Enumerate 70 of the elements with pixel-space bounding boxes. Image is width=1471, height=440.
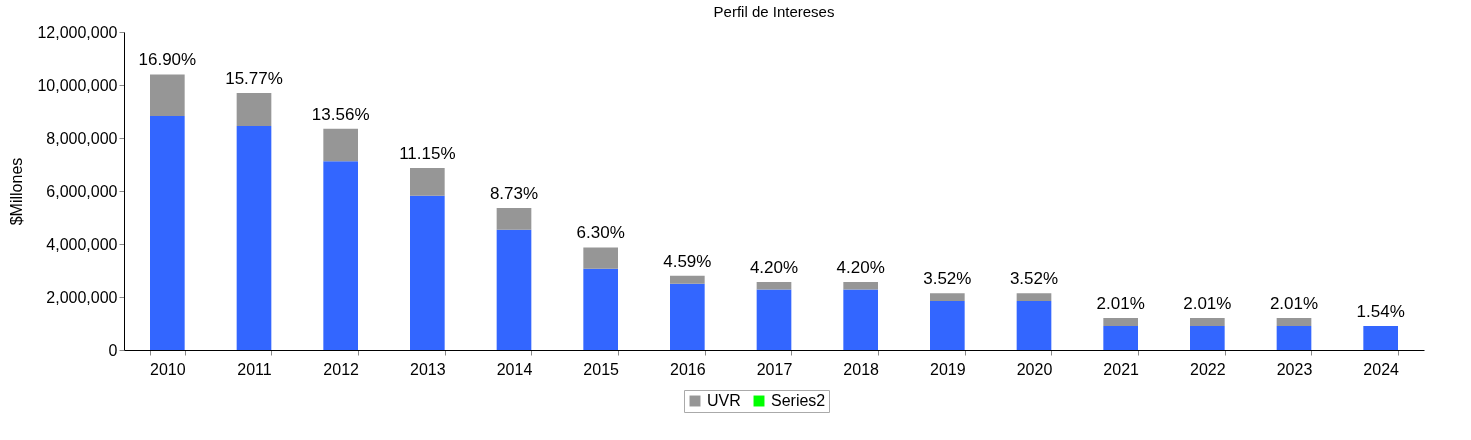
annotation: 4.20%	[836, 257, 885, 277]
bar	[930, 293, 965, 301]
annotation: 13.56%	[311, 104, 370, 124]
annotation: 2.01%	[1096, 293, 1145, 313]
bar	[1276, 317, 1312, 326]
bar	[583, 247, 618, 269]
bar	[323, 161, 358, 350]
annotation: 3.52%	[923, 269, 972, 289]
bar	[1276, 325, 1312, 350]
y-tick-label: 2,000,000	[46, 288, 118, 306]
bar	[670, 283, 705, 350]
bar	[1190, 325, 1225, 350]
annotation: 15.77%	[225, 68, 283, 88]
y-tick-label: 8,000,000	[46, 129, 118, 147]
bar	[930, 300, 965, 350]
x-tick-label: 2016	[670, 360, 706, 378]
annotation: 4.20%	[749, 257, 799, 277]
x-tick-label: 2014	[496, 360, 533, 378]
bar	[323, 128, 358, 162]
bar	[236, 126, 272, 350]
bar	[1190, 317, 1225, 326]
y-tick-label: 10,000,000	[37, 76, 118, 94]
bar	[843, 281, 878, 290]
annotation: 16.90%	[138, 50, 197, 70]
bar	[1016, 293, 1052, 301]
bar	[670, 275, 705, 284]
annotation: 2.01%	[1183, 293, 1232, 313]
y-tick-label: 12,000,000	[37, 23, 118, 41]
x-tick-label: 2020	[1016, 360, 1053, 378]
x-tick-label: 2021	[1103, 360, 1140, 378]
x-tick-label: 2024	[1363, 360, 1400, 378]
bar	[843, 289, 878, 350]
y-tick-label: 4,000,000	[46, 235, 118, 253]
annotation: 4.59%	[663, 251, 712, 271]
x-tick-label: 2022	[1190, 360, 1226, 378]
x-tick-label: 2010	[150, 360, 186, 378]
bar	[1103, 325, 1138, 350]
y-axis-title: $Millones	[8, 157, 26, 226]
x-tick-label: 2012	[323, 360, 360, 378]
bar	[756, 281, 792, 290]
bar	[150, 116, 185, 350]
bar	[496, 207, 532, 230]
annotation: 6.30%	[576, 223, 625, 243]
bar	[150, 74, 185, 117]
bar	[1363, 325, 1398, 350]
annotation: 2.01%	[1269, 293, 1319, 313]
x-tick-label: 2013	[410, 360, 446, 378]
legend-label: Series2	[771, 392, 826, 409]
bar	[1016, 300, 1052, 350]
annotation: 1.54%	[1356, 301, 1405, 321]
bar	[583, 268, 618, 350]
bar	[410, 195, 445, 350]
bar	[1103, 317, 1138, 326]
y-tick-label: 6,000,000	[46, 182, 118, 200]
annotation: 3.52%	[1009, 269, 1059, 289]
x-tick-label: 2017	[756, 360, 793, 378]
annotation: 11.15%	[399, 143, 456, 163]
x-tick-label: 2015	[583, 360, 620, 378]
bar	[236, 92, 272, 127]
y-tick-label: 0	[108, 341, 118, 359]
bar	[756, 289, 792, 350]
legend-label: UVR	[707, 392, 741, 409]
bar	[496, 229, 532, 350]
annotation: 8.73%	[489, 183, 539, 203]
x-tick-label: 2011	[237, 360, 272, 378]
x-tick-label: 2018	[843, 360, 880, 378]
x-tick-label: 2019	[930, 360, 966, 378]
chart-title: Perfil de Intereses	[713, 3, 835, 20]
x-tick-label: 2023	[1276, 360, 1313, 378]
bar	[410, 167, 445, 196]
